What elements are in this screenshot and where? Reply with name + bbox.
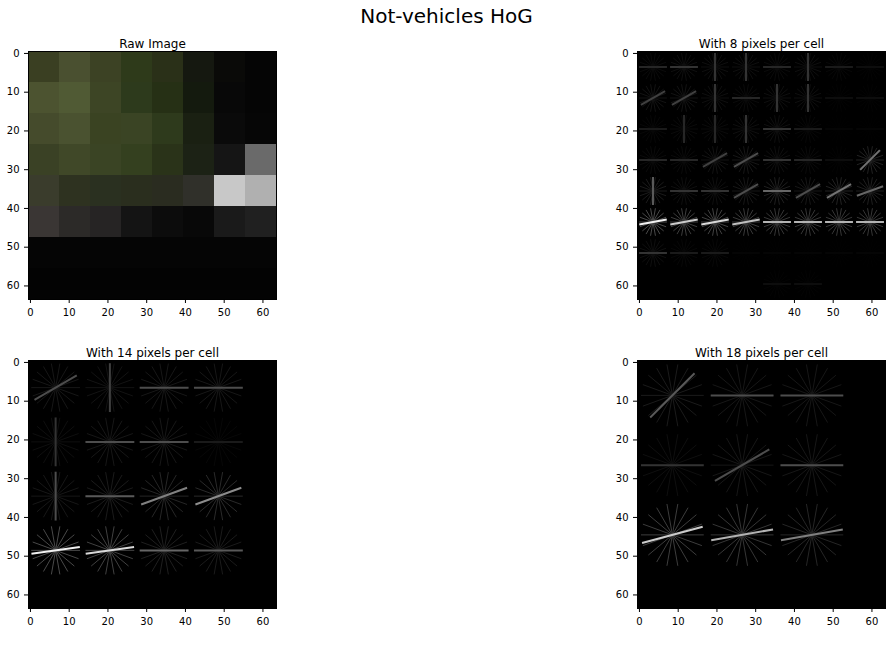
svg-text:50: 50 — [7, 550, 20, 561]
svg-text:30: 30 — [140, 307, 153, 318]
svg-text:60: 60 — [616, 280, 629, 291]
svg-text:10: 10 — [672, 307, 685, 318]
svg-text:30: 30 — [7, 473, 20, 484]
svg-text:0: 0 — [27, 616, 33, 627]
svg-text:60: 60 — [7, 589, 20, 600]
svg-text:Raw Image: Raw Image — [119, 37, 186, 51]
svg-text:With 18 pixels per cell: With 18 pixels per cell — [695, 346, 828, 360]
svg-text:10: 10 — [7, 86, 20, 97]
svg-text:0: 0 — [622, 357, 628, 368]
svg-text:0: 0 — [636, 616, 642, 627]
svg-text:40: 40 — [7, 203, 20, 214]
svg-text:30: 30 — [749, 307, 762, 318]
svg-text:30: 30 — [140, 616, 153, 627]
svg-text:10: 10 — [63, 307, 76, 318]
svg-text:40: 40 — [788, 307, 801, 318]
svg-text:40: 40 — [616, 512, 629, 523]
svg-text:10: 10 — [672, 616, 685, 627]
svg-text:50: 50 — [616, 550, 629, 561]
svg-text:20: 20 — [102, 616, 115, 627]
svg-text:60: 60 — [616, 589, 629, 600]
svg-text:30: 30 — [616, 164, 629, 175]
svg-text:20: 20 — [711, 307, 724, 318]
svg-text:40: 40 — [788, 616, 801, 627]
svg-text:20: 20 — [711, 616, 724, 627]
svg-text:30: 30 — [7, 164, 20, 175]
svg-text:With 14 pixels per cell: With 14 pixels per cell — [86, 346, 219, 360]
svg-text:50: 50 — [7, 241, 20, 252]
svg-text:0: 0 — [622, 48, 628, 59]
svg-text:60: 60 — [866, 616, 879, 627]
svg-text:60: 60 — [257, 307, 270, 318]
svg-text:20: 20 — [616, 125, 629, 136]
svg-text:20: 20 — [102, 307, 115, 318]
svg-text:40: 40 — [7, 512, 20, 523]
svg-text:40: 40 — [616, 203, 629, 214]
svg-text:30: 30 — [616, 473, 629, 484]
svg-text:60: 60 — [866, 307, 879, 318]
svg-text:10: 10 — [616, 395, 629, 406]
svg-text:10: 10 — [63, 616, 76, 627]
svg-text:50: 50 — [218, 307, 231, 318]
svg-text:50: 50 — [827, 616, 840, 627]
svg-text:10: 10 — [7, 395, 20, 406]
svg-text:0: 0 — [636, 307, 642, 318]
svg-text:40: 40 — [179, 616, 192, 627]
svg-text:20: 20 — [616, 434, 629, 445]
svg-text:10: 10 — [616, 86, 629, 97]
svg-text:20: 20 — [7, 125, 20, 136]
svg-text:40: 40 — [179, 307, 192, 318]
svg-text:60: 60 — [257, 616, 270, 627]
html-text:Not-vehicles HoG: Not-vehicles HoG — [360, 4, 533, 28]
svg-text:0: 0 — [13, 48, 19, 59]
svg-text:50: 50 — [827, 307, 840, 318]
svg-text:30: 30 — [749, 616, 762, 627]
svg-text:50: 50 — [616, 241, 629, 252]
svg-text:With 8 pixels per cell: With 8 pixels per cell — [699, 37, 824, 51]
svg-text:60: 60 — [7, 280, 20, 291]
svg-text:50: 50 — [218, 616, 231, 627]
svg-text:0: 0 — [27, 307, 33, 318]
svg-text:0: 0 — [13, 357, 19, 368]
svg-text:20: 20 — [7, 434, 20, 445]
